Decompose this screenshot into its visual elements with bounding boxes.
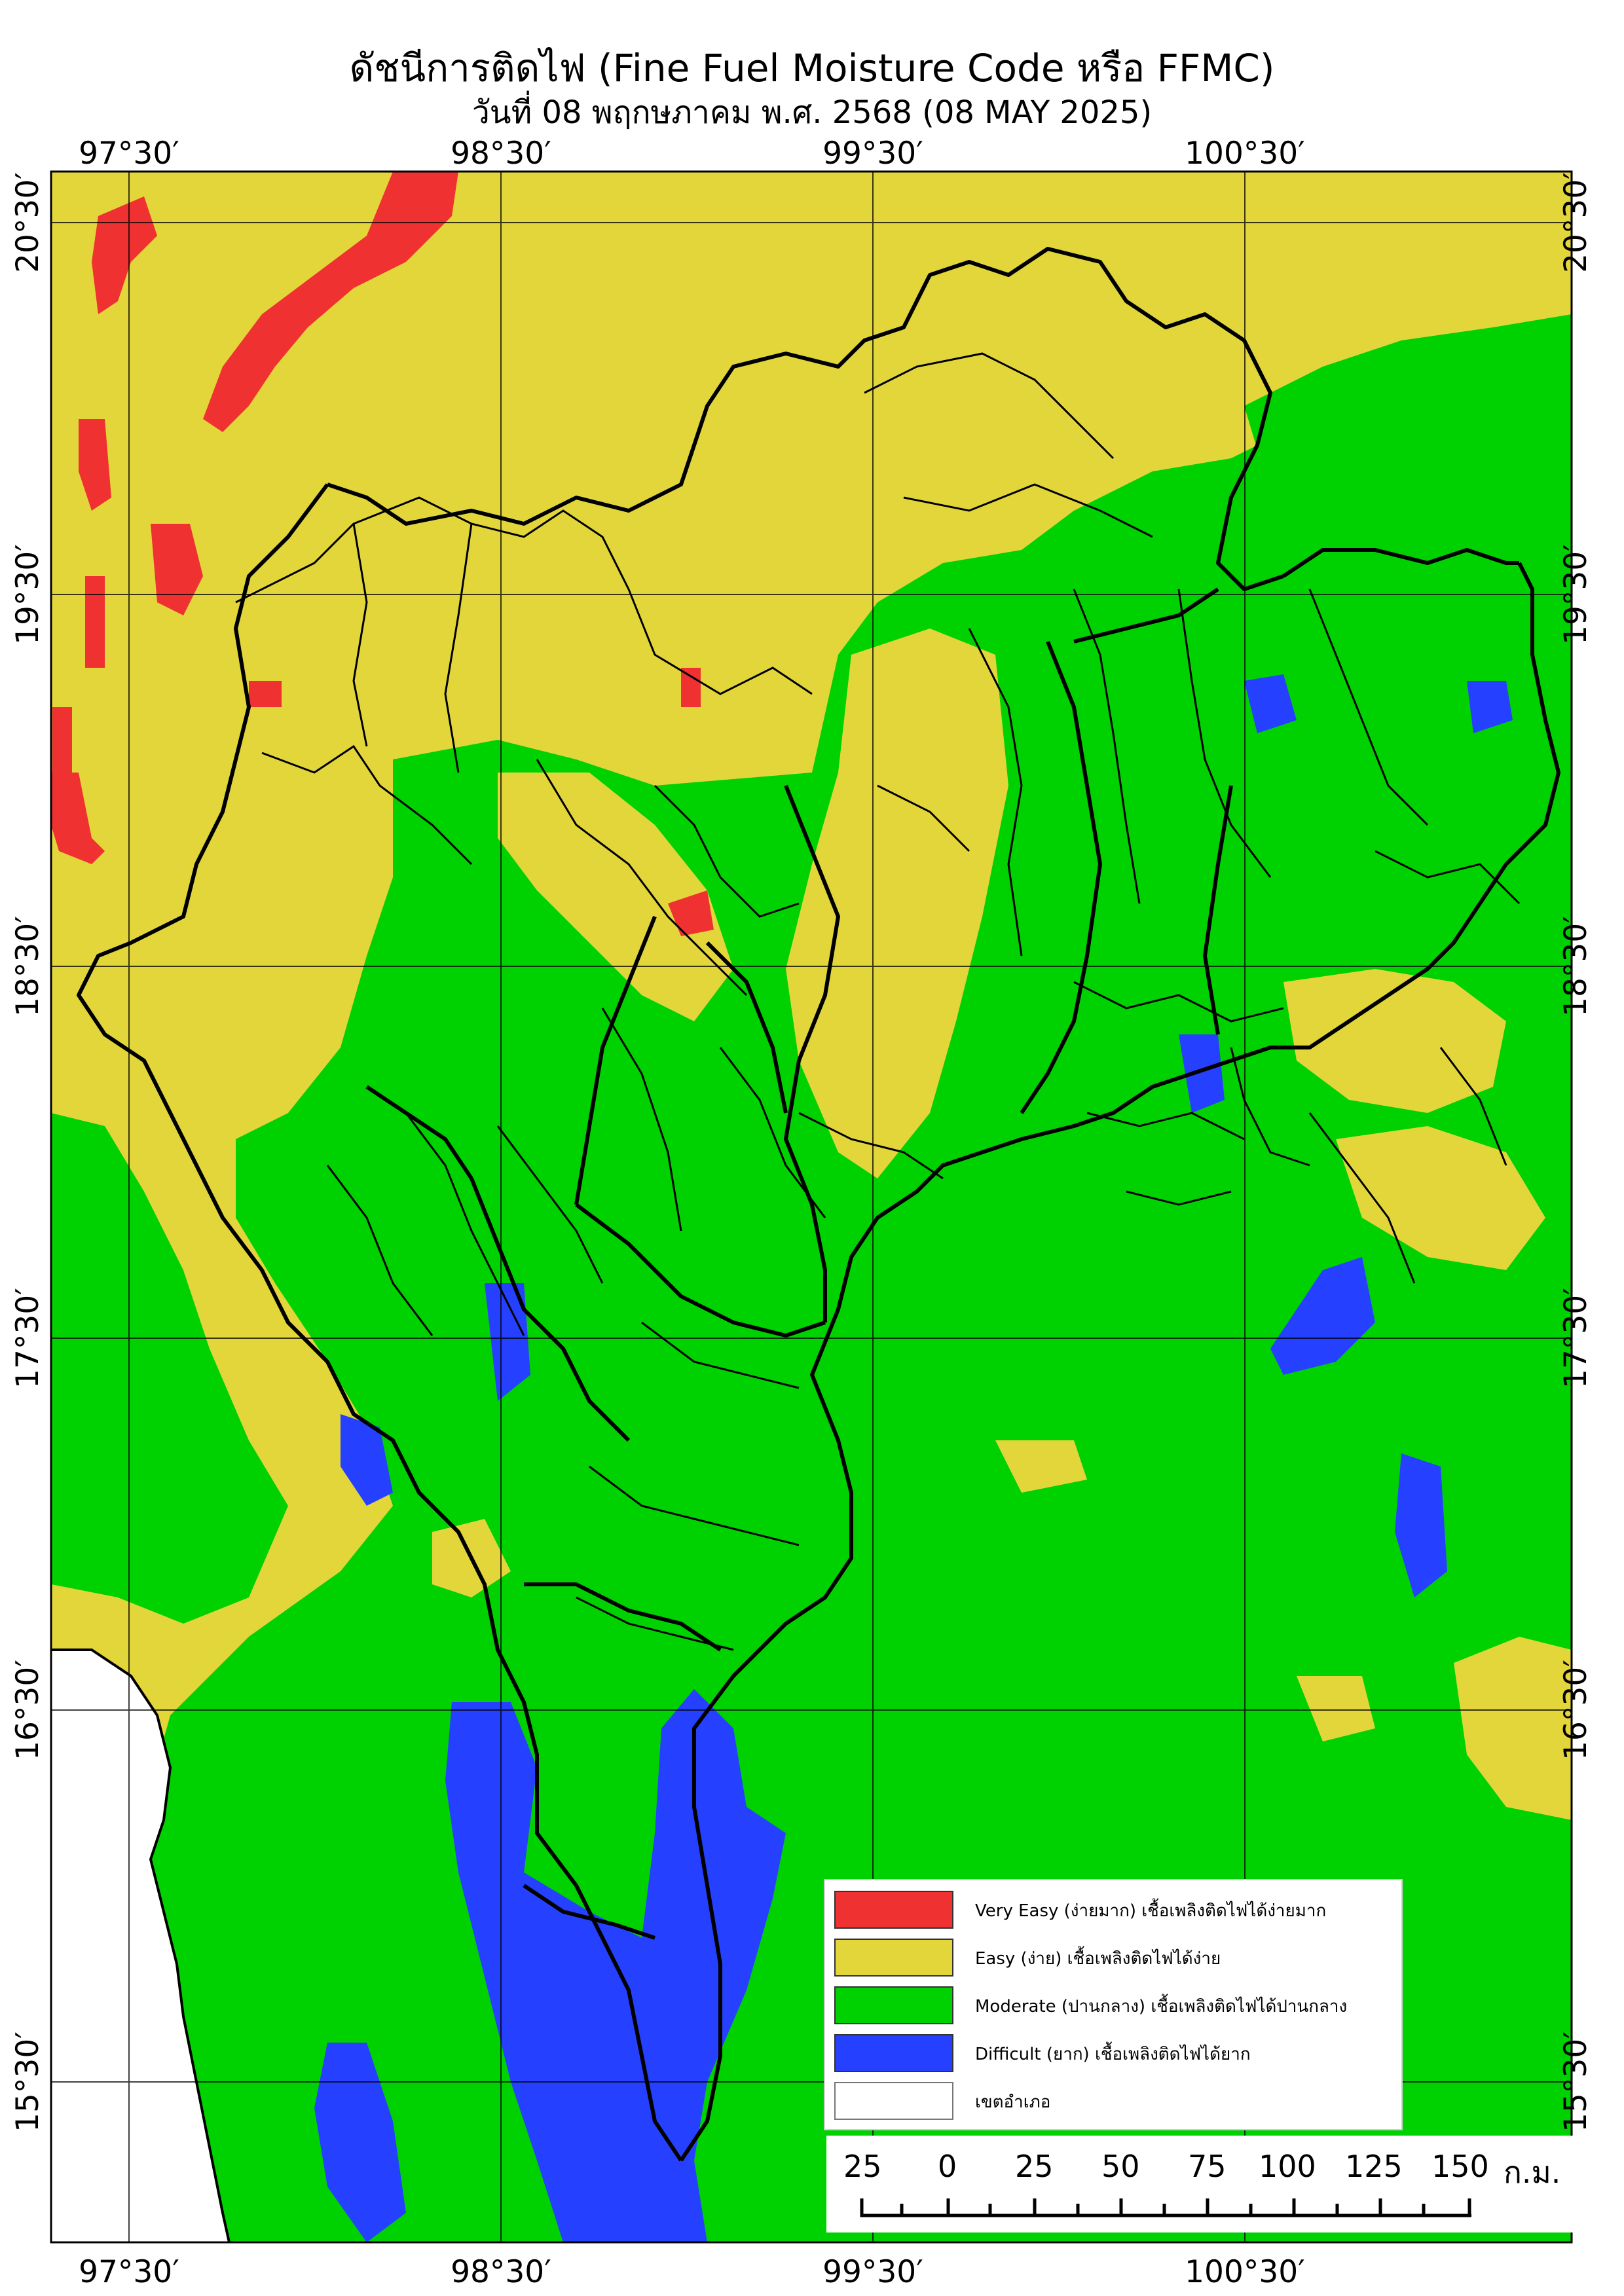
scale-num-2: 0 xyxy=(938,2149,957,2184)
legend-item-district: เขตอำเภอ xyxy=(834,2082,1391,2121)
lon-label-top-4: 100°30′ xyxy=(1185,136,1305,172)
zone-very-easy-5 xyxy=(85,576,105,668)
zone-very-easy-8 xyxy=(668,890,714,936)
zone-easy-west-band xyxy=(144,1178,354,1506)
zone-easy-east-2 xyxy=(1336,1126,1545,1270)
zone-very-easy-2 xyxy=(92,196,157,314)
province-boundaries xyxy=(77,247,1560,2162)
zone-difficult-east-4 xyxy=(1179,1034,1225,1113)
zone-easy-central xyxy=(498,773,733,1021)
scale-num-8: 150 xyxy=(1431,2149,1489,2184)
lon-label-top-3: 99°30′ xyxy=(822,136,923,172)
zone-easy-east-4 xyxy=(1297,1676,1375,1741)
legend-swatch-very-easy xyxy=(834,1891,953,1929)
scale-num-3: 25 xyxy=(1015,2149,1054,2184)
lon-label-bottom-3: 99°30′ xyxy=(822,2254,923,2290)
map-frame xyxy=(50,170,1573,2244)
zone-difficult-east-1 xyxy=(1395,1453,1447,1597)
lat-label-left-5: 16°30′ xyxy=(10,1660,46,1760)
legend-label-easy: Easy (ง่าย) เชื้อเพลิงติดไฟได้ง่าย xyxy=(975,1949,1221,1969)
lon-label-top-2: 98°30′ xyxy=(451,136,551,172)
lat-label-right-2: 19°30′ xyxy=(1558,544,1594,645)
zone-very-easy-4 xyxy=(79,419,111,511)
lon-label-bottom-1: 97°30′ xyxy=(79,2254,179,2290)
zone-very-easy-1 xyxy=(203,172,458,432)
lat-label-left-6: 15°30′ xyxy=(10,2032,46,2132)
zone-easy-east-3 xyxy=(1454,1637,1572,1820)
legend-label-district: เขตอำเภอ xyxy=(975,2092,1051,2112)
lat-label-right-5: 16°30′ xyxy=(1558,1660,1594,1760)
lat-label-right-4: 17°30′ xyxy=(1558,1288,1594,1389)
scale-num-4: 50 xyxy=(1101,2149,1140,2184)
lat-label-left-2: 19°30′ xyxy=(10,544,46,645)
zone-easy-east-1 xyxy=(1283,969,1506,1113)
legend-label-very-easy: Very Easy (ง่ายมาก) เชื้อเพลิงติดไฟได้ง่… xyxy=(975,1901,1327,1921)
lon-label-bottom-2: 98°30′ xyxy=(451,2254,551,2290)
scale-bar: 25 0 25 50 75 100 125 150 ก.ม. xyxy=(826,2136,1581,2232)
scale-num-1: 25 xyxy=(843,2149,882,2184)
scale-ruler xyxy=(860,2198,1471,2217)
zone-difficult-west-1 xyxy=(341,1414,393,1506)
lat-label-left-3: 18°30′ xyxy=(10,916,46,1017)
lon-label-bottom-4: 100°30′ xyxy=(1185,2254,1305,2290)
scale-num-5: 75 xyxy=(1188,2149,1227,2184)
zone-difficult-east-2 xyxy=(1270,1257,1375,1375)
zone-moderate-west xyxy=(51,1113,288,1624)
zone-very-easy-9 xyxy=(681,668,701,707)
lat-label-left-4: 17°30′ xyxy=(10,1288,46,1389)
zone-very-easy-3 xyxy=(151,524,203,615)
legend-swatch-easy xyxy=(834,1939,953,1977)
coastline xyxy=(51,1649,231,2242)
zone-difficult-central xyxy=(485,1283,530,1401)
scale-num-6: 100 xyxy=(1259,2149,1316,2184)
sea-area xyxy=(51,1650,229,2242)
scale-num-7: 125 xyxy=(1345,2149,1403,2184)
zone-difficult-east-3 xyxy=(1244,674,1297,733)
zone-difficult-east-5 xyxy=(1467,681,1513,733)
zone-easy-central-north xyxy=(786,629,1008,1178)
zone-easy-south-mid xyxy=(995,1440,1087,1493)
map-subtitle: วันที่ 08 พฤกษภาคม พ.ศ. 2568 (08 MAY 202… xyxy=(471,94,1153,131)
legend-item-easy: Easy (ง่าย) เชื้อเพลิงติดไฟได้ง่าย xyxy=(834,1939,1391,1978)
legend-swatch-difficult xyxy=(834,2034,953,2072)
lat-label-left-1: 20°30′ xyxy=(10,172,46,273)
lat-label-right-6: 15°30′ xyxy=(1558,2032,1594,2132)
legend-item-difficult: Difficult (ยาก) เชื้อเพลิงติดไฟได้ยาก xyxy=(834,2034,1391,2073)
lon-label-top-1: 97°30′ xyxy=(79,136,179,172)
legend: Very Easy (ง่ายมาก) เชื้อเพลิงติดไฟได้ง่… xyxy=(824,1879,1403,2130)
zone-very-easy-7 xyxy=(249,681,282,707)
legend-label-moderate: Moderate (ปานกลาง) เชื้อเพลิงติดไฟได้ปาน… xyxy=(975,1997,1348,2016)
legend-swatch-district xyxy=(834,2082,953,2120)
lat-label-right-3: 18°30′ xyxy=(1558,916,1594,1017)
legend-item-moderate: Moderate (ปานกลาง) เชื้อเพลิงติดไฟได้ปาน… xyxy=(834,1986,1391,2026)
zone-very-easy-10 xyxy=(52,707,72,773)
legend-label-difficult: Difficult (ยาก) เชื้อเพลิงติดไฟได้ยาก xyxy=(975,2045,1251,2064)
zone-moderate-east xyxy=(1244,314,1572,602)
scale-unit: ก.ม. xyxy=(1504,2155,1561,2190)
zone-difficult-west-2 xyxy=(314,2043,406,2242)
legend-item-very-easy: Very Easy (ง่ายมาก) เชื้อเพลิงติดไฟได้ง่… xyxy=(834,1891,1391,1930)
map-title: ดัชนีการติดไฟ (Fine Fuel Moisture Code ห… xyxy=(349,46,1275,90)
legend-swatch-moderate xyxy=(834,1986,953,2024)
lat-label-right-1: 20°30′ xyxy=(1558,172,1594,273)
zone-very-easy-6 xyxy=(51,773,105,864)
